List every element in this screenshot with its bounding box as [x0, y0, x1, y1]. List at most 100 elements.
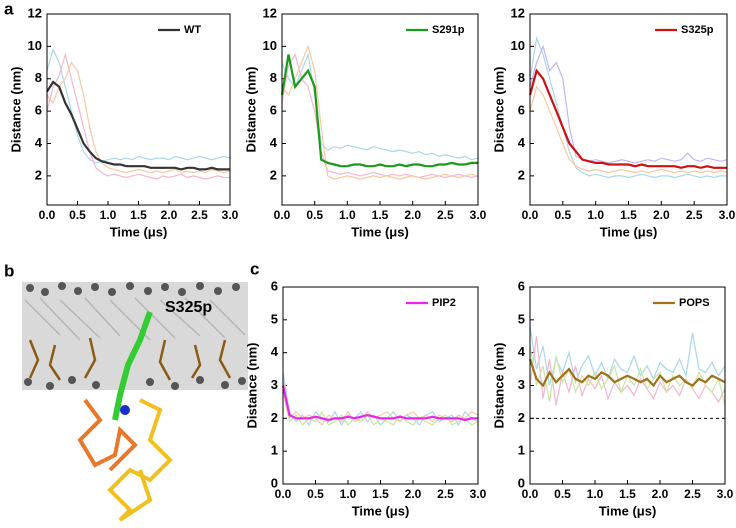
- y-tick-label: 10: [263, 38, 277, 53]
- y-tick-label: 2: [35, 167, 42, 182]
- plot-frame: [529, 13, 728, 206]
- x-tick-label: 0.0: [39, 208, 56, 222]
- y-tick-label: 8: [518, 70, 525, 85]
- x-axis-label: Time (μs): [351, 224, 409, 239]
- x-axis-label: Time (μs): [352, 503, 410, 518]
- y-tick-label: 4: [518, 135, 526, 150]
- y-axis-label: Distance (nm): [243, 67, 258, 153]
- lipids: [28, 337, 232, 381]
- x-tick-label: 1.5: [372, 487, 389, 501]
- replicate-line: [529, 85, 728, 174]
- x-tick-label: 1.5: [620, 208, 637, 222]
- legend-label: PIP2: [432, 297, 456, 309]
- plot-frame: [281, 13, 479, 206]
- x-tick-label: 1.0: [587, 487, 604, 501]
- x-tick-label: 2.5: [437, 208, 454, 222]
- y-axis-label: Distance (nm): [244, 343, 259, 429]
- x-tick-label: 0.5: [307, 487, 324, 501]
- legend-label: POPS: [679, 297, 710, 309]
- replicate-line: [281, 52, 479, 179]
- x-axis-label: Time (μs): [600, 224, 658, 239]
- x-tick-label: 2.0: [653, 208, 670, 222]
- y-tick-label: 5: [518, 311, 525, 326]
- y-tick-label: 4: [271, 344, 279, 359]
- y-tick-label: 8: [270, 70, 277, 85]
- y-axis-label: Distance (nm): [491, 67, 506, 153]
- panel-label: c: [250, 259, 259, 278]
- y-tick-label: 6: [35, 103, 42, 118]
- x-tick-label: 0.5: [554, 208, 571, 222]
- plot-frame: [529, 286, 726, 485]
- x-tick-label: 1.0: [340, 487, 357, 501]
- protein-orange: [77, 398, 138, 472]
- y-tick-label: 12: [263, 5, 277, 20]
- y-tick-label: 6: [270, 103, 277, 118]
- x-tick-label: 1.0: [100, 208, 117, 222]
- y-tick-label: 8: [35, 70, 42, 85]
- x-tick-label: 3.0: [222, 208, 239, 222]
- y-tick-label: 2: [518, 167, 525, 182]
- lipid-tails: [24, 297, 246, 341]
- y-tick-label: 1: [271, 443, 278, 458]
- protein-yellow: [107, 398, 173, 522]
- x-tick-label: 2.5: [191, 208, 208, 222]
- x-tick-label: 3.0: [470, 208, 487, 222]
- plot-frame: [282, 286, 479, 485]
- x-tick-label: 1.5: [372, 208, 389, 222]
- y-tick-label: 4: [518, 344, 526, 359]
- y-axis-label: Distance (nm): [8, 67, 23, 153]
- y-tick-label: 6: [271, 278, 278, 293]
- y-tick-label: 0: [271, 475, 278, 490]
- y-tick-label: 4: [270, 135, 278, 150]
- x-axis-label: Time (μs): [110, 224, 168, 239]
- x-axis-label: Time (μs): [599, 503, 657, 518]
- y-tick-label: 5: [271, 311, 278, 326]
- replicate-line: [529, 36, 727, 179]
- x-tick-label: 1.5: [130, 208, 147, 222]
- y-tick-label: 3: [271, 377, 278, 392]
- replicate-line: [281, 44, 479, 180]
- y-tick-label: 10: [28, 38, 42, 53]
- x-tick-label: 1.0: [339, 208, 356, 222]
- y-tick-label: 2: [270, 167, 277, 182]
- y-tick-label: 10: [511, 38, 525, 53]
- phosphate: [120, 405, 130, 415]
- y-tick-label: 2: [518, 410, 525, 425]
- x-tick-label: 2.0: [405, 487, 422, 501]
- x-tick-label: 0.0: [522, 487, 539, 501]
- x-tick-label: 2.0: [161, 208, 178, 222]
- panel-label: a: [4, 0, 14, 18]
- x-tick-label: 0.0: [275, 487, 292, 501]
- y-tick-label: 0: [518, 475, 525, 490]
- y-axis-label: Distance (nm): [491, 343, 506, 429]
- y-tick-label: 2: [271, 410, 278, 425]
- y-tick-label: 6: [518, 103, 525, 118]
- x-tick-label: 1.5: [619, 487, 636, 501]
- replicate-line: [529, 44, 728, 164]
- x-tick-label: 2.5: [686, 208, 703, 222]
- replicate-line: [46, 52, 230, 180]
- x-tick-label: 0.5: [306, 208, 323, 222]
- x-tick-label: 2.5: [437, 487, 454, 501]
- x-tick-label: 2.0: [652, 487, 669, 501]
- y-tick-label: 1: [518, 443, 525, 458]
- x-tick-label: 0.5: [69, 208, 86, 222]
- replicate-line: [281, 52, 479, 161]
- y-tick-label: 6: [518, 278, 525, 293]
- y-tick-label: 4: [35, 135, 43, 150]
- x-tick-label: 2.5: [684, 487, 701, 501]
- replicate-line: [46, 61, 231, 174]
- y-tick-label: 12: [511, 5, 525, 20]
- series-line: [46, 80, 230, 171]
- helix: [112, 310, 153, 421]
- legend-label: S291p: [432, 24, 465, 36]
- x-tick-label: 0.5: [554, 487, 571, 501]
- legend-label: WT: [184, 24, 201, 36]
- x-tick-label: 3.0: [719, 208, 736, 222]
- legend-label: S325p: [681, 24, 714, 36]
- x-tick-label: 0.0: [274, 208, 291, 222]
- series-line: [280, 54, 478, 168]
- headgroups: [24, 282, 246, 390]
- structure-label: S325p: [165, 299, 212, 316]
